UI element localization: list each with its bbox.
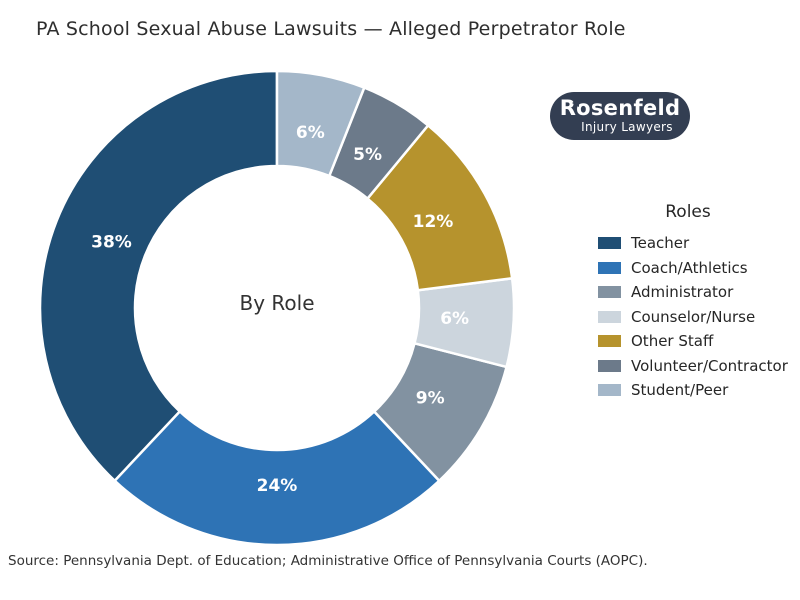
legend-label: Other Staff xyxy=(631,332,714,351)
legend-label: Volunteer/Contractor xyxy=(631,356,788,375)
legend-swatch xyxy=(598,384,621,397)
legend-item-teacher: Teacher xyxy=(598,231,788,256)
legend-rows: Teacher Coach/Athletics Administrator Couns… xyxy=(598,231,788,403)
legend-label: Administrator xyxy=(631,283,734,302)
legend-label: Counselor/Nurse xyxy=(631,307,756,326)
legend-swatch xyxy=(598,286,621,299)
slice-percentage-label: 5% xyxy=(353,145,382,165)
legend-item-student-peer: Student/Peer xyxy=(598,378,788,403)
slice-percentage-label: 24% xyxy=(257,476,298,496)
legend-title: Roles xyxy=(665,202,711,222)
legend-swatch xyxy=(598,237,621,250)
source-note: Source: Pennsylvania Dept. of Education;… xyxy=(8,553,648,569)
legend-item-administrator: Administrator xyxy=(598,280,788,305)
slice-percentage-label: 6% xyxy=(296,123,325,143)
chart-legend: Roles Teacher Coach/Athletics Administrato… xyxy=(598,202,788,403)
donut-slice-student-peer xyxy=(275,69,366,178)
legend-swatch xyxy=(598,310,621,323)
legend-swatch xyxy=(598,335,621,348)
logo-r-accent-icon xyxy=(572,99,579,107)
slice-percentage-label: 6% xyxy=(440,309,469,329)
donut-center-label: By Role xyxy=(239,291,314,315)
rosenfeld-logo: Rosenfeld Injury Lawyers xyxy=(550,92,690,140)
legend-swatch xyxy=(598,359,621,372)
logo-line1-text: Rosenfeld xyxy=(559,96,681,120)
slice-percentage-label: 9% xyxy=(416,389,445,409)
legend-item-counselor-nurse: Counselor/Nurse xyxy=(598,305,788,330)
legend-item-volunteer-contractor: Volunteer/Contractor xyxy=(598,354,788,379)
legend-item-other-staff: Other Staff xyxy=(598,329,788,354)
logo-brand-text: Rosenfeld xyxy=(550,96,690,120)
donut-slice-coach-athletics xyxy=(113,410,441,547)
slice-percentage-label: 12% xyxy=(413,212,454,232)
legend-item-coach-athletics: Coach/Athletics xyxy=(598,256,788,281)
logo-tagline-text: Injury Lawyers xyxy=(581,120,673,134)
donut-slice-teacher xyxy=(38,69,279,483)
legend-label: Student/Peer xyxy=(631,381,729,400)
legend-swatch xyxy=(598,261,621,274)
legend-label: Teacher xyxy=(631,234,690,253)
legend-label: Coach/Athletics xyxy=(631,258,748,277)
slice-percentage-label: 38% xyxy=(91,232,132,252)
chart-title: PA School Sexual Abuse Lawsuits — Allege… xyxy=(36,18,626,40)
